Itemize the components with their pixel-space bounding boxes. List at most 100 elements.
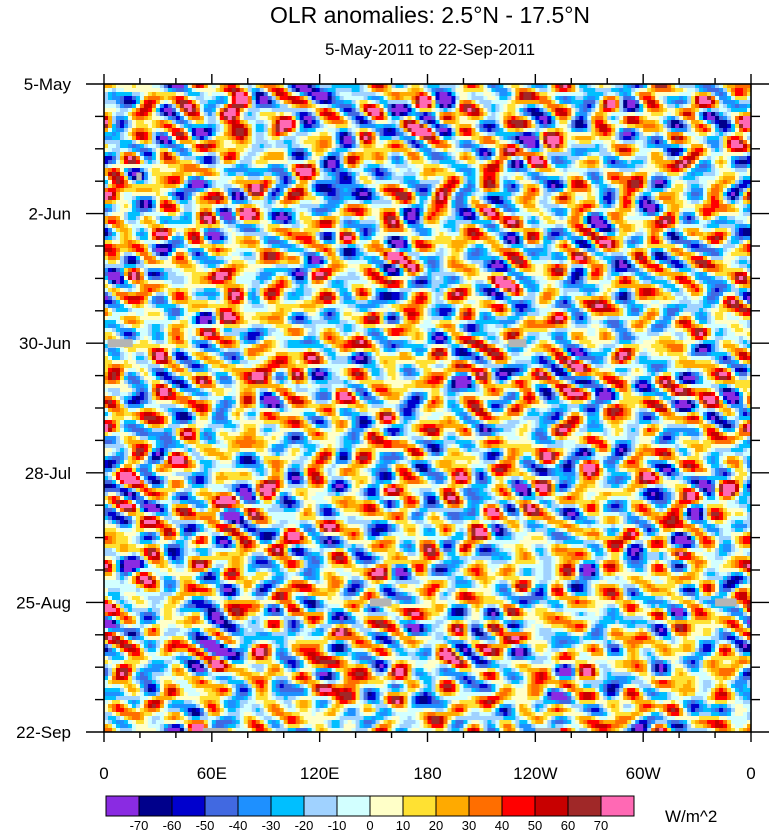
heatmap-cell [459,164,464,169]
heatmap-cell [367,160,373,165]
heatmap-cell [539,188,544,193]
heatmap-cell [687,192,692,197]
heatmap-cell [223,164,229,169]
heatmap-cell [383,196,389,201]
heatmap-cell [203,100,209,105]
heatmap-cell [715,96,720,101]
heatmap-cell [627,120,632,125]
heatmap-cell [127,108,133,113]
heatmap-cell [399,168,405,173]
heatmap-cell [643,196,648,201]
heatmap-cell [399,124,405,129]
heatmap-cell [155,88,161,93]
heatmap-cell [207,148,213,153]
heatmap-cell [223,128,229,133]
heatmap-cell [227,156,233,161]
heatmap-cell [695,164,700,169]
heatmap-cell [539,184,544,189]
heatmap-cell [591,200,596,205]
heatmap-cell [659,172,664,177]
heatmap-cell [339,180,345,185]
heatmap-cell [523,188,528,193]
heatmap-cell [295,200,301,205]
heatmap-cell [331,96,337,101]
heatmap-cell [403,156,409,161]
heatmap-cell [271,88,277,93]
heatmap-cell [411,188,417,193]
heatmap-cell [535,168,540,173]
heatmap-cell [515,124,520,129]
heatmap-cell [559,176,564,181]
heatmap-cell [519,144,524,149]
heatmap-cell [127,124,133,129]
heatmap-cell [163,100,169,105]
heatmap-cell [435,116,440,121]
heatmap-cell [295,184,301,189]
heatmap-cell [411,104,417,109]
heatmap-cell [383,92,389,97]
heatmap-cell [663,96,668,101]
heatmap-cell [275,160,281,165]
heatmap-cell [383,164,389,169]
heatmap-cell [171,108,177,113]
heatmap-cell [503,152,508,157]
heatmap-cell [655,136,660,141]
heatmap-cell [435,192,440,197]
heatmap-cell [731,144,736,149]
heatmap-cell [555,152,560,157]
heatmap-cell [351,112,357,117]
heatmap-cell [291,192,297,197]
heatmap-cell [331,116,337,121]
heatmap-cell [635,100,640,105]
heatmap-cell [167,88,173,93]
heatmap-cell [531,192,536,197]
heatmap-cell [279,100,285,105]
heatmap-cell [407,124,413,129]
heatmap-cell [107,132,113,137]
heatmap-cell [223,84,229,89]
heatmap-cell [123,152,129,157]
heatmap-cell [535,128,540,133]
heatmap-cell [535,180,540,185]
heatmap-cell [104,180,109,185]
heatmap-cell [259,204,265,209]
heatmap-cell [719,136,724,141]
heatmap-cell [104,204,109,209]
heatmap-cell [167,104,173,109]
heatmap-cell [291,100,297,105]
heatmap-cell [495,160,500,165]
heatmap-cell [211,204,217,209]
heatmap-cell [139,100,145,105]
heatmap-cell [387,124,393,129]
heatmap-cell [471,140,476,145]
heatmap-cell [483,144,488,149]
heatmap-cell [735,164,740,169]
heatmap-cell [107,120,113,125]
heatmap-cell [603,140,608,145]
heatmap-cell [267,204,273,209]
heatmap-cell [547,96,552,101]
heatmap-cell [695,112,700,117]
heatmap-cell [331,140,337,145]
heatmap-cell [671,160,676,165]
heatmap-cell [655,100,660,105]
heatmap-cell [423,192,428,197]
heatmap-cell [135,168,141,173]
heatmap-cell [407,144,413,149]
heatmap-cell [607,144,612,149]
heatmap-cell [543,104,548,109]
heatmap-cell [267,148,273,153]
heatmap-cell [611,84,616,89]
heatmap-cell [415,188,421,193]
heatmap-cell [739,124,744,129]
heatmap-cell [179,124,185,129]
heatmap-cell [543,176,548,181]
heatmap-cell [339,84,345,89]
heatmap-cell [335,140,341,145]
heatmap-cell [571,124,576,129]
heatmap-cell [663,128,668,133]
heatmap-cell [219,144,225,149]
heatmap-cell [279,204,285,209]
heatmap-cell [419,100,424,105]
heatmap-cell [371,172,377,177]
